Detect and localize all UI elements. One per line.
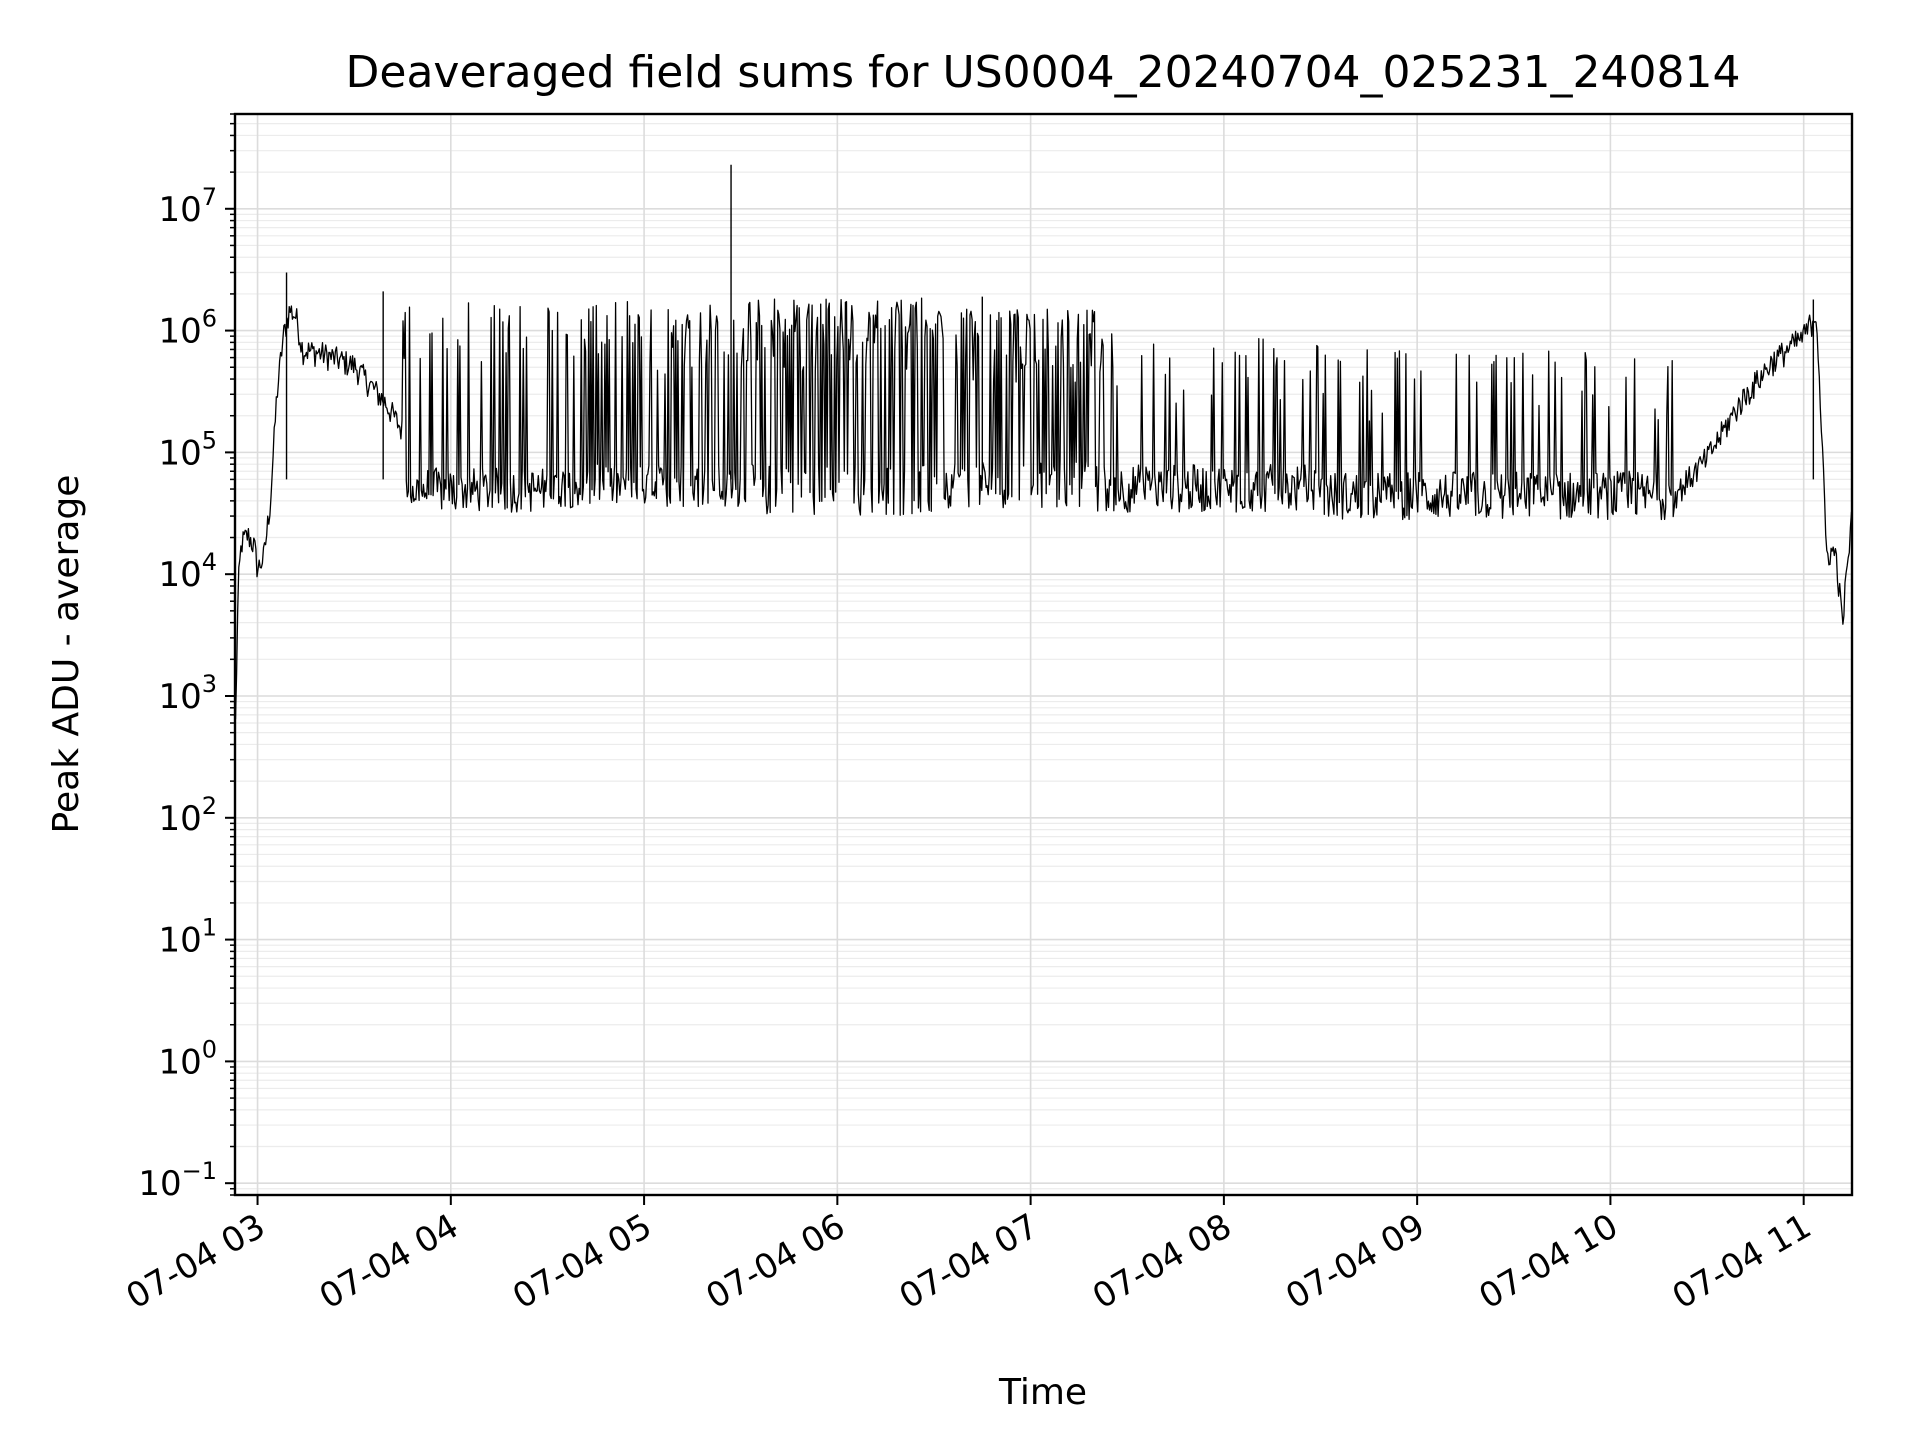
y-tick-label: 105 [158,426,217,473]
y-axis: 10−1 100 101 102 103 104 105 106 107 [138,113,235,1204]
y-tick-label: 107 [158,183,217,230]
series-layer [234,164,1853,720]
y-axis-label: Peak ADU - average [46,475,87,834]
series-line [234,297,1853,720]
plot-frame [233,112,1854,1197]
y-tick-label: 103 [158,670,217,717]
y-tick-label: 100 [158,1035,217,1082]
y-tick-label: 101 [158,914,217,961]
y-tick-label: 104 [158,548,217,595]
x-axis-label: Time [998,1372,1087,1413]
y-tick-label: 10−1 [138,1157,217,1204]
grid [235,113,1852,1196]
chart-title: Deaveraged field sums for US0004_2024070… [346,47,1741,98]
y-tick-label: 102 [158,792,217,839]
y-tick-label: 106 [158,305,217,352]
